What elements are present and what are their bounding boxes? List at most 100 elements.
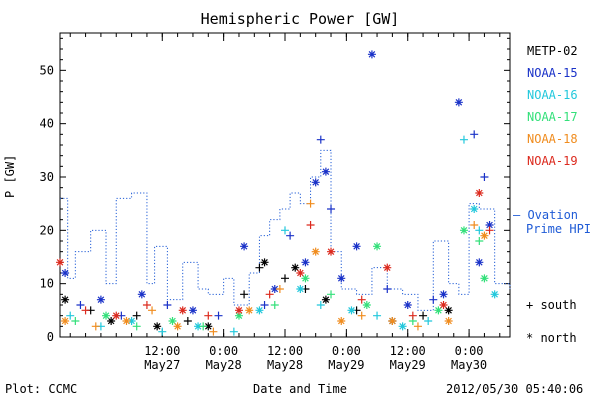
data-point-south-metp-02 — [183, 317, 192, 325]
data-point-north-noaa-17 — [234, 311, 243, 320]
data-point-north-noaa-17 — [102, 311, 111, 320]
data-point-north-noaa-16 — [470, 205, 479, 213]
data-point-north-metp-02 — [61, 295, 70, 304]
data-point-north-noaa-18 — [337, 317, 346, 325]
data-point-north-noaa-17 — [362, 301, 371, 309]
x-tick-date-label: May30 — [451, 358, 487, 372]
x-tick-time-label: 12:00 — [267, 344, 303, 358]
legend-noaa-16: NOAA-16 — [527, 88, 578, 102]
data-marks — [56, 50, 499, 336]
data-point-north-noaa-18 — [480, 231, 489, 240]
data-point-south-noaa-17 — [327, 290, 336, 299]
data-point-south-noaa-17 — [132, 322, 141, 331]
data-point-north-noaa-18 — [388, 317, 397, 325]
data-point-north-metp-02 — [444, 306, 453, 315]
data-point-south-noaa-15 — [480, 173, 489, 181]
data-point-south-noaa-17 — [475, 237, 484, 245]
north-symbol-key: * north — [526, 331, 577, 345]
data-point-north-noaa-18 — [61, 317, 70, 325]
ovation-legend-line1: – Ovation — [513, 208, 579, 222]
data-point-south-metp-02 — [240, 290, 249, 299]
data-point-south-noaa-18 — [209, 327, 218, 336]
data-point-north-noaa-15 — [240, 242, 249, 251]
ovation-reference-line — [60, 149, 511, 311]
y-tick-label: 20 — [40, 223, 54, 237]
data-point-north-metp-02 — [260, 258, 269, 267]
data-point-north-noaa-15 — [311, 178, 320, 187]
data-point-north-noaa-15 — [270, 285, 279, 293]
ovation-legend-line2: Prime HPI — [526, 222, 592, 236]
data-point-north-metp-02 — [204, 322, 213, 331]
series-noaa-18 — [61, 199, 489, 336]
data-point-north-noaa-15 — [321, 167, 330, 176]
data-point-north-noaa-15 — [61, 269, 70, 277]
data-point-north-noaa-15 — [96, 295, 105, 304]
data-point-south-noaa-18 — [275, 285, 284, 293]
data-point-north-noaa-16 — [347, 306, 356, 315]
x-tick-time-label: 0:00 — [455, 344, 484, 358]
data-point-south-noaa-15 — [76, 301, 85, 309]
data-point-south-noaa-19 — [306, 221, 315, 229]
y-tick-label: 10 — [40, 277, 54, 291]
data-point-south-noaa-19 — [204, 311, 213, 320]
x-tick-time-label: 0:00 — [332, 344, 361, 358]
data-point-south-noaa-18 — [357, 311, 366, 320]
data-point-north-noaa-16 — [194, 322, 203, 331]
y-tick-label: 0 — [47, 330, 54, 344]
data-point-north-noaa-18 — [173, 322, 182, 331]
data-point-north-noaa-19 — [475, 189, 484, 197]
x-tick-time-label: 0:00 — [209, 344, 238, 358]
data-point-north-noaa-19 — [296, 269, 305, 277]
data-point-south-noaa-16 — [424, 317, 433, 325]
data-point-south-noaa-16 — [475, 226, 484, 235]
data-point-north-noaa-17 — [480, 274, 489, 283]
series-noaa-15 — [61, 50, 494, 320]
y-tick-label: 50 — [40, 63, 54, 77]
x-tick-time-label: 12:00 — [144, 344, 180, 358]
data-point-north-noaa-15 — [367, 50, 376, 59]
data-point-north-noaa-16 — [490, 290, 499, 299]
data-point-south-noaa-18 — [148, 306, 157, 315]
legend-noaa-15: NOAA-15 — [527, 66, 578, 80]
data-point-north-noaa-15 — [137, 290, 146, 299]
data-point-south-noaa-16 — [158, 327, 167, 336]
data-point-north-noaa-19 — [112, 311, 121, 320]
data-point-north-noaa-17 — [459, 226, 468, 235]
data-point-north-noaa-18 — [444, 317, 453, 325]
data-point-north-noaa-15 — [475, 258, 484, 267]
data-point-south-noaa-19 — [485, 226, 494, 235]
data-point-north-metp-02 — [107, 317, 116, 325]
data-point-south-noaa-17 — [71, 317, 80, 325]
x-tick-date-label: May29 — [390, 358, 426, 372]
data-point-north-noaa-16 — [255, 306, 264, 315]
data-point-south-noaa-15 — [163, 301, 172, 309]
data-point-south-noaa-15 — [327, 205, 336, 213]
data-point-south-noaa-15 — [260, 301, 269, 309]
tick-labels: 0102030405012:00May270:00May2812:00May28… — [40, 63, 488, 372]
legend-metp-02: METP-02 — [527, 44, 578, 58]
data-point-south-noaa-15 — [214, 311, 223, 320]
data-point-north-metp-02 — [153, 322, 162, 331]
data-point-south-noaa-17 — [270, 301, 279, 309]
data-point-south-noaa-17 — [199, 322, 208, 331]
x-tick-date-label: May28 — [206, 358, 242, 372]
plot-credit: Plot: CCMC — [5, 382, 78, 396]
data-point-south-noaa-15 — [316, 135, 325, 144]
data-point-south-noaa-16 — [229, 327, 238, 336]
legend-noaa-19: NOAA-19 — [527, 154, 578, 168]
data-point-north-noaa-17 — [434, 306, 443, 315]
data-point-north-metp-02 — [321, 295, 330, 304]
data-point-north-metp-02 — [291, 263, 300, 272]
x-tick-date-label: May27 — [144, 358, 180, 372]
data-point-south-noaa-16 — [281, 226, 289, 235]
chart-title: Hemispheric Power [GW] — [200, 10, 400, 28]
x-tick-time-label: 12:00 — [390, 344, 426, 358]
data-point-south-noaa-19 — [357, 295, 366, 304]
data-point-north-noaa-17 — [373, 242, 382, 251]
data-point-south-noaa-18 — [91, 322, 100, 331]
legend-noaa-17: NOAA-17 — [527, 110, 578, 124]
data-point-south-noaa-16 — [66, 311, 75, 320]
data-point-north-noaa-15 — [439, 290, 448, 299]
data-point-south-noaa-18 — [470, 221, 479, 229]
